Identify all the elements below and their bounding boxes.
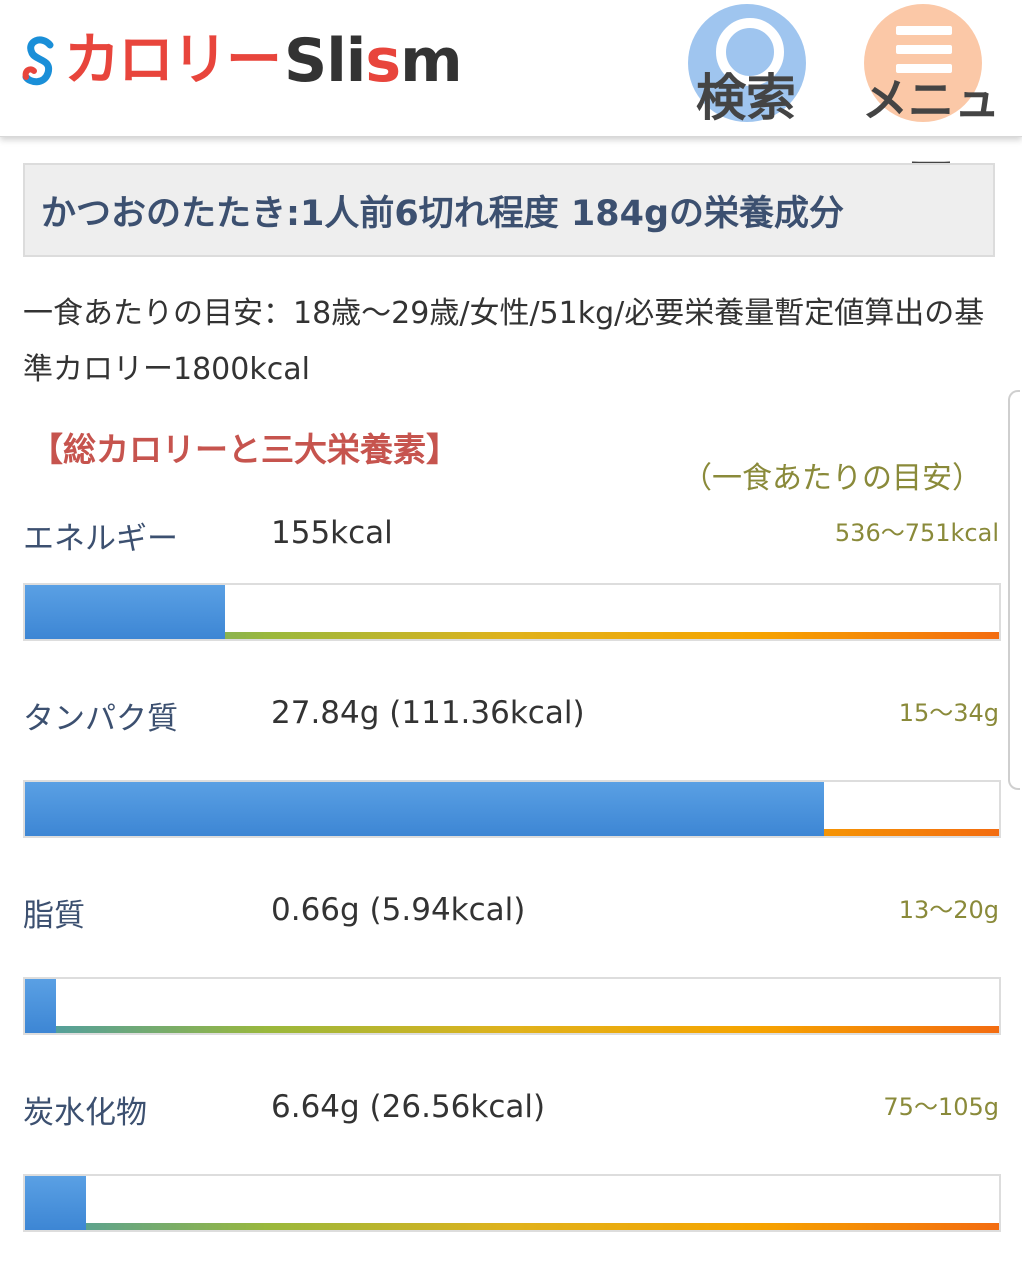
nutrient-value: 155kcal xyxy=(271,515,393,551)
nutrient-name: 炭水化物 xyxy=(23,1095,147,1131)
bar-fill xyxy=(25,585,225,639)
logo-text-jp: カロリー xyxy=(64,28,282,93)
nutrient-bar xyxy=(23,780,1001,838)
scroll-handle[interactable] xyxy=(1008,390,1020,790)
bar-gradient-line xyxy=(25,1223,999,1230)
logo-text-en: Slism xyxy=(284,31,463,91)
nutrient-row-energy: エネルギー 155kcal 536〜751kcal xyxy=(23,513,1001,663)
menu-button[interactable]: メニュー xyxy=(856,0,1006,193)
search-button[interactable]: 検索 xyxy=(676,0,816,136)
nutrient-bar xyxy=(23,977,1001,1035)
nutrient-row-fat: 脂質 0.66g (5.94kcal) 13〜20g xyxy=(23,890,1001,1040)
nutrient-row-carbohydrate: 炭水化物 6.64g (26.56kcal) 75〜105g xyxy=(23,1087,1001,1237)
bar-gradient-line xyxy=(25,632,999,639)
nutrient-range: 536〜751kcal xyxy=(834,519,999,547)
section-title: 【総カロリーと三大栄養素】 xyxy=(30,430,459,469)
nutrient-value: 27.84g (111.36kcal) xyxy=(271,695,585,731)
nutrient-value: 6.64g (26.56kcal) xyxy=(271,1089,546,1125)
logo-en-part: Sli xyxy=(284,26,366,96)
nutrient-value: 0.66g (5.94kcal) xyxy=(271,892,526,928)
nutrient-range: 13〜20g xyxy=(898,896,999,924)
nutrient-name: 脂質 xyxy=(23,898,85,934)
bar-gradient-line xyxy=(25,1026,999,1033)
logo-en-part: s xyxy=(365,26,401,96)
logo-mark-icon xyxy=(22,36,54,86)
nutrient-bar xyxy=(23,583,1001,641)
logo-en-part: m xyxy=(400,26,463,96)
hamburger-icon xyxy=(896,26,952,83)
search-label: 検索 xyxy=(696,69,796,127)
menu-circle xyxy=(864,4,982,122)
search-icon xyxy=(716,18,784,86)
nutrient-name: エネルギー xyxy=(23,521,178,557)
site-logo[interactable]: カロリー Slism xyxy=(22,26,463,96)
nutrient-name: タンパク質 xyxy=(23,701,178,737)
bar-fill xyxy=(25,1176,87,1230)
serving-guide-text: 一食あたりの目安：18歳〜29歳/女性/51kg/必要栄養量暫定値算出の基準カロ… xyxy=(23,296,985,387)
page-title-box: かつおのたたき:1人前6切れ程度 184gの栄養成分 xyxy=(23,163,995,257)
nutrient-bar xyxy=(23,1174,1001,1232)
nutrient-range: 75〜105g xyxy=(883,1093,999,1121)
per-meal-caption: （一食あたりの目安） xyxy=(682,461,982,496)
bar-fill xyxy=(25,782,824,836)
bar-fill xyxy=(25,979,57,1033)
page-title: かつおのたたき:1人前6切れ程度 184gの栄養成分 xyxy=(41,193,845,234)
nutrient-range: 15〜34g xyxy=(898,699,999,727)
site-header: カロリー Slism 検索 メニュー xyxy=(0,0,1022,193)
nutrient-row-protein: タンパク質 27.84g (111.36kcal) 15〜34g xyxy=(23,693,1001,843)
